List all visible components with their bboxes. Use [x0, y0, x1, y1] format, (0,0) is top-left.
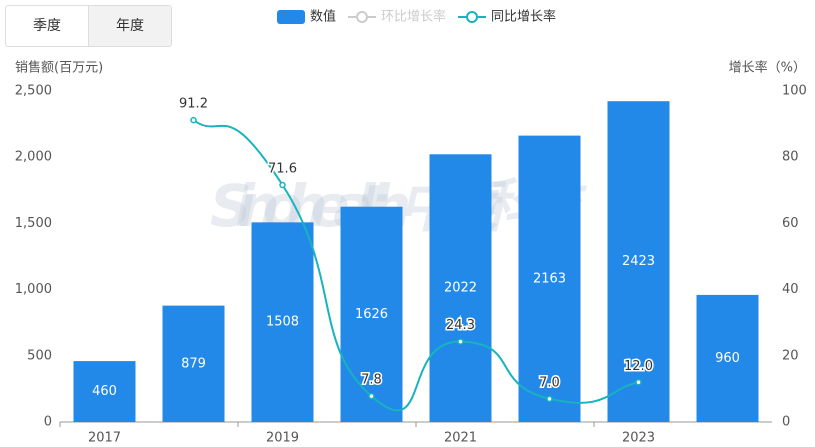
line-label: 71.6: [268, 162, 297, 177]
bar: [518, 135, 581, 422]
legend-swatch: [277, 10, 305, 24]
line-label: 7.8: [361, 373, 382, 388]
legend-swatch: [356, 11, 369, 23]
bar: [251, 222, 314, 422]
line-label: 24.3: [446, 318, 475, 333]
line-point: [546, 395, 553, 403]
x-tick-label: 2021: [444, 431, 477, 446]
line-label: 7.0: [539, 375, 560, 390]
legend-label: 数值: [310, 9, 336, 25]
line-point: [279, 181, 286, 189]
bar-label: 2423: [622, 254, 655, 269]
bar: [429, 154, 492, 422]
bar-label: 2163: [533, 271, 566, 286]
tabs: 季度 年度: [5, 5, 172, 47]
bar: [607, 101, 670, 423]
bar: [162, 305, 225, 422]
bar-label: 960: [715, 351, 740, 366]
y-axis-title: 销售额(百万元): [15, 60, 103, 76]
y-tick-label: 1,500: [15, 216, 52, 231]
x-tick-label: 2017: [88, 431, 121, 446]
x-tick-label: 2019: [266, 431, 299, 446]
y-tick-label: 2,000: [15, 150, 52, 165]
y2-tick-label: 0: [782, 415, 790, 430]
line-point: [368, 392, 375, 400]
bar: [696, 294, 759, 422]
bar: [73, 361, 136, 422]
line-label: 91.2: [179, 97, 208, 112]
line-point: [635, 379, 642, 386]
y2-tick-label: 20: [782, 348, 799, 363]
legend-label: 环比增长率: [381, 9, 446, 25]
y-tick-label: 1,000: [15, 282, 52, 297]
bar-label: 1626: [355, 307, 388, 322]
y-tick-label: 2,500: [15, 84, 52, 99]
tab[interactable]: 年度: [88, 6, 171, 46]
bar-label: 879: [181, 356, 206, 371]
y-tick-label: 0: [44, 415, 52, 430]
bar-label: 2022: [444, 281, 477, 296]
y2-tick-label: 60: [782, 216, 799, 231]
x-tick-label: 2023: [622, 431, 655, 446]
legend-label: 同比增长率: [491, 9, 556, 25]
y2-axis-title: 增长率（%）: [729, 60, 806, 76]
tab[interactable]: 季度: [33, 18, 61, 34]
y-tick-label: 500: [27, 348, 52, 363]
bar-label: 1508: [266, 315, 299, 330]
y2-tick-label: 40: [782, 282, 799, 297]
bar: [340, 206, 403, 422]
legend-swatch: [466, 11, 479, 23]
y2-tick-label: 100: [782, 84, 807, 99]
y2-tick-label: 80: [782, 150, 799, 165]
line-label: 12.0: [624, 359, 653, 374]
line-point: [190, 116, 197, 124]
bar-label: 460: [92, 384, 117, 399]
line-point: [457, 338, 464, 345]
